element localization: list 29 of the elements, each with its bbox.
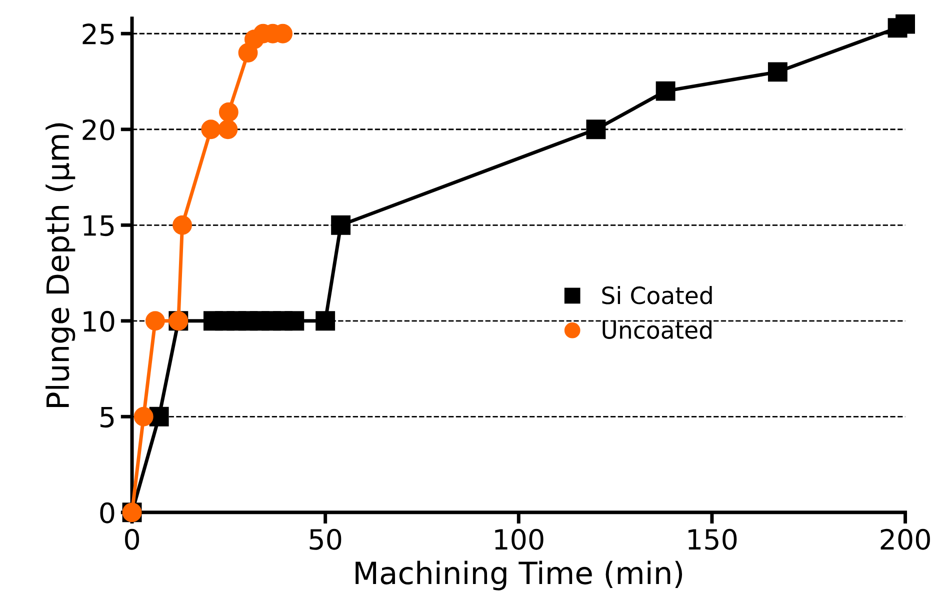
x-axis-title: Machining Time (min) [356, 560, 682, 590]
y-axis-title: Plunge Depth (µm) [46, 123, 76, 408]
point [896, 14, 916, 34]
point [331, 215, 351, 235]
y-tick-label: 0 [100, 502, 114, 524]
point [218, 120, 238, 140]
legend-label: Uncoated [602, 320, 712, 339]
x-tick-label: 50 [310, 528, 342, 550]
point [218, 102, 238, 122]
point [145, 311, 165, 331]
point [284, 311, 304, 331]
point [316, 311, 336, 331]
x-tick-label: 0 [125, 528, 140, 550]
point [172, 215, 192, 235]
y-tick-label: 20 [82, 119, 114, 140]
point [201, 120, 221, 140]
y-tick-label: 10 [84, 310, 114, 332]
point [149, 406, 169, 426]
point [134, 406, 154, 426]
point [656, 81, 676, 101]
point [586, 120, 606, 140]
x-tick-label: 200 [880, 528, 930, 550]
x-tick-label: 150 [688, 528, 737, 550]
y-tick-label: 15 [84, 215, 114, 236]
point [768, 62, 788, 82]
y-tick-label: 25 [82, 24, 114, 45]
x-tick-label: 100 [495, 528, 544, 550]
y-tick-label: 5 [100, 406, 114, 428]
legend-label: Si Coated [602, 286, 712, 304]
